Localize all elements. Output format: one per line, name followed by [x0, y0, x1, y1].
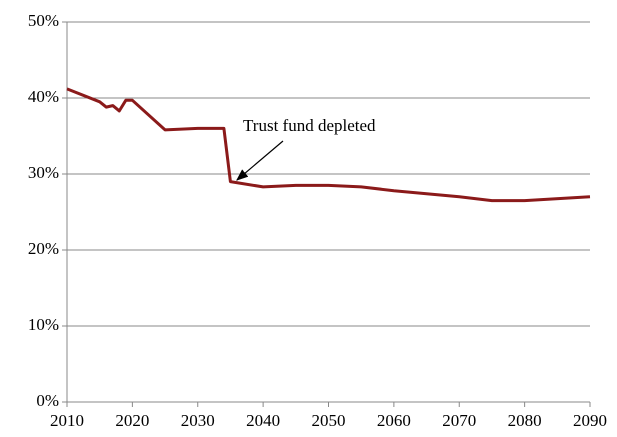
annotation: Trust fund depleted: [243, 116, 376, 135]
x-tick-label: 2040: [246, 411, 280, 430]
data-line: [66, 87, 591, 203]
x-tick-label: 2060: [377, 411, 411, 430]
y-tick-label: 20%: [28, 239, 59, 258]
x-tick-label: 2050: [312, 411, 346, 430]
x-tick-label: 2070: [442, 411, 476, 430]
x-tick-label: 2080: [508, 411, 542, 430]
y-tick-label: 40%: [28, 87, 59, 106]
x-tick-label: 2010: [50, 411, 84, 430]
y-tick-label: 10%: [28, 315, 59, 334]
annotation-arrow: [236, 140, 284, 181]
x-tick-label: 2020: [115, 411, 149, 430]
x-tick-label: 2090: [573, 411, 607, 430]
x-tick-label: 2030: [181, 411, 215, 430]
y-tick-label: 30%: [28, 163, 59, 182]
y-tick-label: 0%: [36, 391, 59, 410]
y-tick-label: 50%: [28, 11, 59, 30]
